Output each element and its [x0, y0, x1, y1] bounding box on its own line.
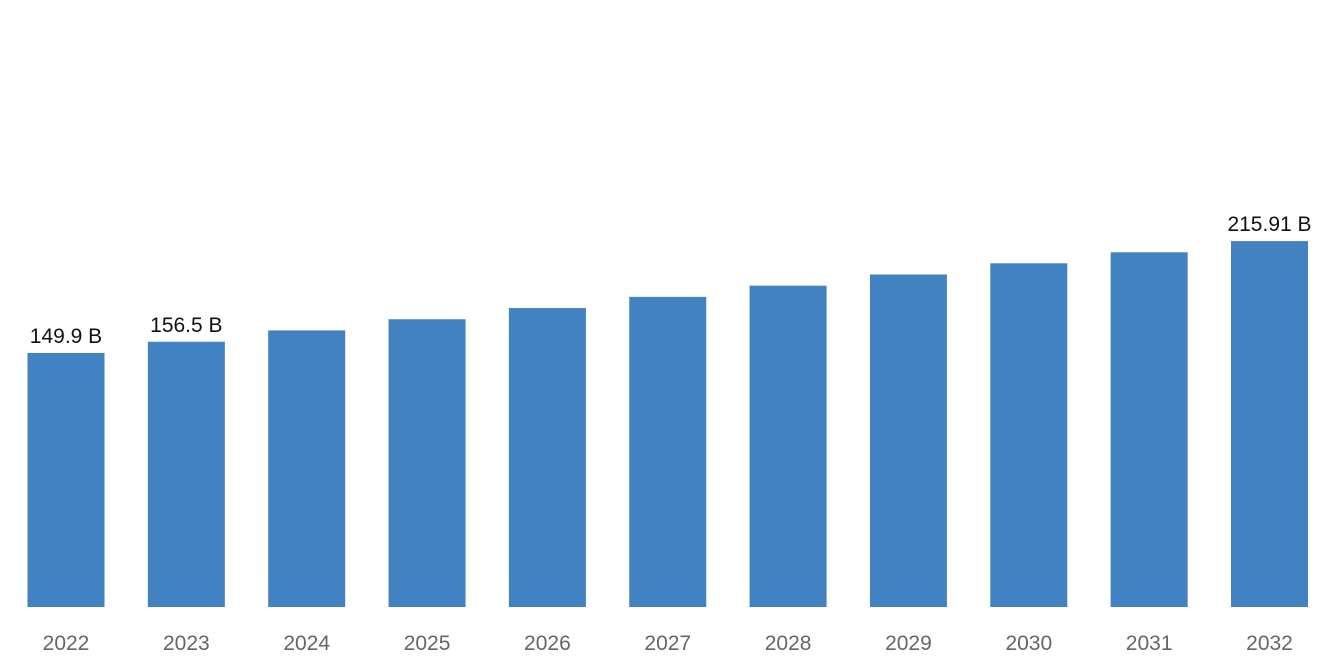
bar-2027	[629, 296, 707, 607]
x-tick-label-2032: 2032	[1246, 632, 1293, 655]
bar-2032	[1231, 241, 1308, 607]
bar-2028	[749, 285, 827, 607]
x-tick-label-2024: 2024	[283, 632, 330, 655]
bar-2022	[27, 352, 105, 607]
data-labels-group: 149.9 B 156.5 B 215.91 B	[30, 213, 1312, 348]
data-label-2022: 149.9 B	[30, 325, 102, 348]
x-tick-label-2029: 2029	[885, 632, 932, 655]
x-tick-label-2026: 2026	[524, 632, 571, 655]
x-tick-label-2025: 2025	[404, 632, 451, 655]
x-tick-label-2028: 2028	[765, 632, 812, 655]
bar-2026	[508, 308, 586, 607]
data-label-2023: 156.5 B	[150, 314, 222, 337]
bar-2025	[388, 319, 466, 607]
bar-2024	[268, 330, 346, 607]
x-tick-label-2031: 2031	[1126, 632, 1173, 655]
x-tick-label-2023: 2023	[163, 632, 210, 655]
x-tick-label-2022: 2022	[43, 632, 90, 655]
bar-2023	[147, 341, 225, 607]
bar-2031	[1110, 252, 1188, 607]
x-tick-label-2027: 2027	[644, 632, 691, 655]
x-axis-tick-labels: 2022 2023 2024 2025 2026 2027 2028 2029 2030 2031…	[43, 632, 1293, 655]
data-label-2032: 215.91 B	[1227, 213, 1311, 236]
bar-2029	[869, 274, 947, 607]
x-tick-label-2030: 2030	[1005, 632, 1052, 655]
bar-2030	[990, 263, 1068, 607]
bars-group	[27, 241, 1308, 607]
